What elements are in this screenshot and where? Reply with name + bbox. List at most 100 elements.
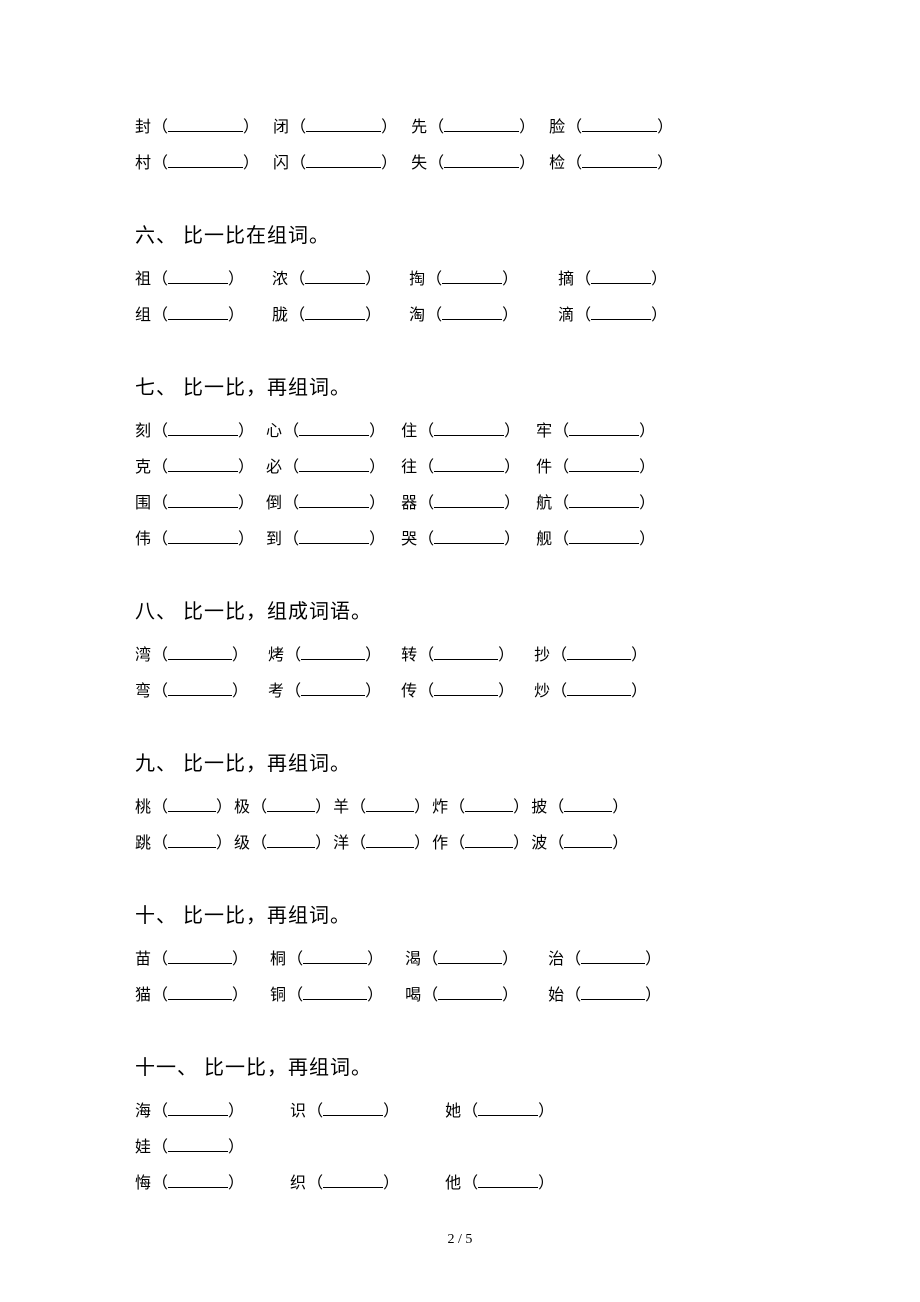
blank-field[interactable] bbox=[569, 419, 639, 436]
blank-field[interactable] bbox=[478, 1171, 538, 1188]
blank-field[interactable] bbox=[303, 983, 367, 1000]
section: 十一、 比一比，再组词。海（）识（）她（）娃（）悔（）织（）他（） bbox=[135, 1048, 785, 1202]
char: 猫 bbox=[135, 987, 152, 1004]
paren-close: ） bbox=[651, 271, 667, 288]
blank-field[interactable] bbox=[168, 303, 228, 320]
blank-field[interactable] bbox=[168, 831, 216, 848]
blank-field[interactable] bbox=[465, 831, 513, 848]
blank-field[interactable] bbox=[168, 1135, 228, 1152]
blank-field[interactable] bbox=[564, 831, 612, 848]
blank-field[interactable] bbox=[434, 455, 504, 472]
blank-field[interactable] bbox=[434, 679, 498, 696]
blank-field[interactable] bbox=[168, 151, 243, 168]
blank-field[interactable] bbox=[465, 795, 513, 812]
blank-field[interactable] bbox=[323, 1171, 383, 1188]
blank-field[interactable] bbox=[434, 419, 504, 436]
blank-field[interactable] bbox=[299, 419, 369, 436]
blank-field[interactable] bbox=[168, 1099, 228, 1116]
paren-open: （ bbox=[566, 155, 582, 172]
paren-close: ） bbox=[631, 647, 647, 664]
blank-field[interactable] bbox=[306, 151, 381, 168]
section-heading: 八、 比一比，组成词语。 bbox=[135, 592, 785, 632]
char: 刻 bbox=[135, 423, 152, 440]
blank-field[interactable] bbox=[305, 303, 365, 320]
blank-field[interactable] bbox=[567, 679, 631, 696]
blank-field[interactable] bbox=[168, 795, 216, 812]
paren-close: ） bbox=[369, 459, 385, 476]
blank-field[interactable] bbox=[267, 831, 315, 848]
blank-field[interactable] bbox=[569, 455, 639, 472]
blank-field[interactable] bbox=[442, 267, 502, 284]
blank-field[interactable] bbox=[168, 947, 232, 964]
paren-open: （ bbox=[350, 835, 366, 852]
blank-field[interactable] bbox=[301, 679, 365, 696]
char: 件 bbox=[536, 459, 553, 476]
blank-field[interactable] bbox=[168, 267, 228, 284]
blank-field[interactable] bbox=[267, 795, 315, 812]
blank-field[interactable] bbox=[301, 643, 365, 660]
paren-open: （ bbox=[565, 951, 581, 968]
blank-field[interactable] bbox=[582, 151, 657, 168]
blank-field[interactable] bbox=[581, 947, 645, 964]
blank-field[interactable] bbox=[366, 831, 414, 848]
blank-field[interactable] bbox=[323, 1099, 383, 1116]
exercise-row: 伟（）到（）哭（）舰（） bbox=[135, 522, 785, 558]
paren-open: （ bbox=[283, 531, 299, 548]
blank-field[interactable] bbox=[569, 491, 639, 508]
blank-field[interactable] bbox=[305, 267, 365, 284]
paren-open: （ bbox=[418, 495, 434, 512]
blank-field[interactable] bbox=[299, 455, 369, 472]
blank-field[interactable] bbox=[567, 643, 631, 660]
blank-field[interactable] bbox=[168, 419, 238, 436]
char: 封 bbox=[135, 119, 152, 136]
blank-field[interactable] bbox=[444, 115, 519, 132]
blank-field[interactable] bbox=[434, 643, 498, 660]
char: 烤 bbox=[268, 647, 285, 664]
blank-field[interactable] bbox=[366, 795, 414, 812]
blank-field[interactable] bbox=[591, 267, 651, 284]
exercise-row: 弯（）考（）传（）炒（） bbox=[135, 674, 785, 710]
blank-field[interactable] bbox=[168, 527, 238, 544]
blank-field[interactable] bbox=[581, 983, 645, 1000]
blank-field[interactable] bbox=[438, 983, 502, 1000]
paren-open: （ bbox=[152, 835, 168, 852]
char: 克 bbox=[135, 459, 152, 476]
paren-open: （ bbox=[418, 683, 434, 700]
exercise-row: 组（）胧（）淘（）滴（） bbox=[135, 298, 785, 334]
blank-field[interactable] bbox=[168, 491, 238, 508]
blank-field[interactable] bbox=[299, 527, 369, 544]
char: 倒 bbox=[266, 495, 283, 512]
char: 伟 bbox=[135, 531, 152, 548]
paren-close: ） bbox=[238, 423, 254, 440]
section-heading: 六、 比一比在组词。 bbox=[135, 216, 785, 256]
paren-open: （ bbox=[551, 647, 567, 664]
blank-field[interactable] bbox=[168, 679, 232, 696]
blank-field[interactable] bbox=[306, 115, 381, 132]
blank-field[interactable] bbox=[564, 795, 612, 812]
char: 失 bbox=[411, 155, 428, 172]
blank-field[interactable] bbox=[168, 1171, 228, 1188]
paren-close: ） bbox=[513, 835, 529, 852]
blank-field[interactable] bbox=[303, 947, 367, 964]
blank-field[interactable] bbox=[434, 491, 504, 508]
blank-field[interactable] bbox=[438, 947, 502, 964]
section-heading: 十、 比一比，再组词。 bbox=[135, 896, 785, 936]
blank-field[interactable] bbox=[478, 1099, 538, 1116]
blank-field[interactable] bbox=[299, 491, 369, 508]
paren-open: （ bbox=[462, 1103, 478, 1120]
blank-field[interactable] bbox=[168, 455, 238, 472]
char: 波 bbox=[531, 835, 548, 852]
blank-field[interactable] bbox=[591, 303, 651, 320]
blank-field[interactable] bbox=[569, 527, 639, 544]
paren-close: ） bbox=[504, 495, 520, 512]
blank-field[interactable] bbox=[434, 527, 504, 544]
blank-field[interactable] bbox=[442, 303, 502, 320]
blank-field[interactable] bbox=[582, 115, 657, 132]
blank-field[interactable] bbox=[444, 151, 519, 168]
blank-field[interactable] bbox=[168, 983, 232, 1000]
paren-open: （ bbox=[422, 951, 438, 968]
char: 村 bbox=[135, 155, 152, 172]
char: 脸 bbox=[549, 119, 566, 136]
blank-field[interactable] bbox=[168, 115, 243, 132]
blank-field[interactable] bbox=[168, 643, 232, 660]
